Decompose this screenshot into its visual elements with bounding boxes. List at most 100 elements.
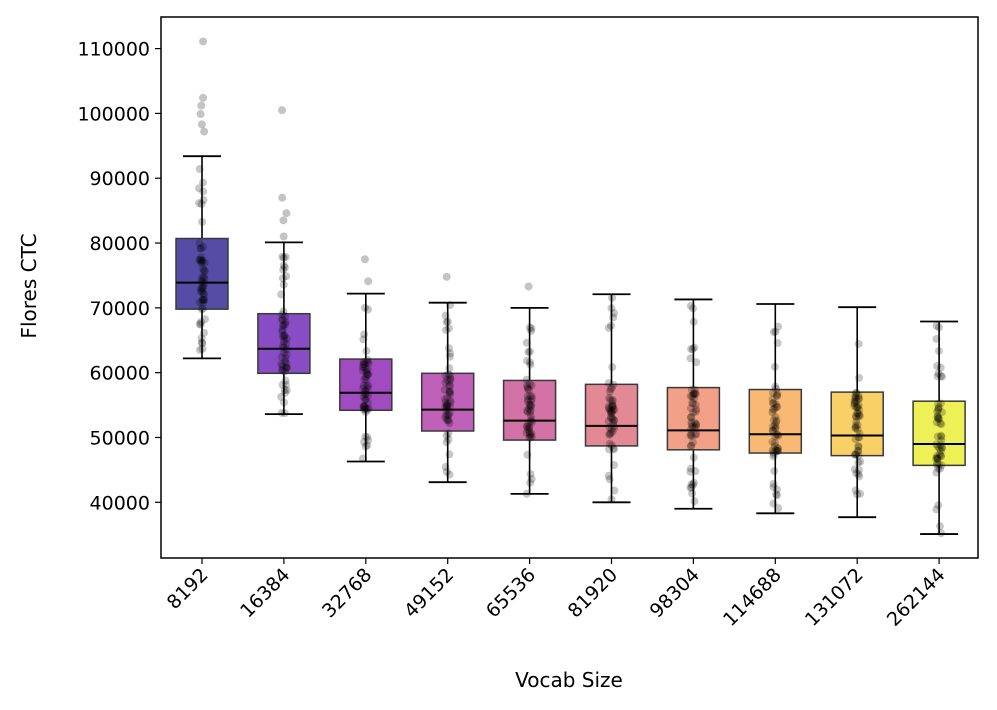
data-point	[855, 405, 864, 414]
data-point	[359, 405, 368, 414]
data-point	[609, 405, 618, 414]
data-point	[850, 450, 859, 459]
data-point	[278, 365, 287, 374]
data-point	[359, 335, 368, 344]
data-point	[935, 323, 944, 332]
outlier-point	[360, 255, 369, 264]
data-point	[933, 432, 942, 441]
data-point	[197, 305, 206, 314]
data-point	[361, 358, 370, 367]
data-point	[198, 273, 207, 282]
data-point	[360, 438, 369, 447]
data-point	[360, 363, 369, 372]
data-point	[278, 252, 287, 261]
data-point	[523, 385, 532, 394]
data-point	[772, 485, 781, 494]
data-point	[604, 323, 613, 332]
data-point	[854, 470, 863, 479]
data-point	[280, 331, 289, 340]
data-point	[527, 429, 536, 438]
data-point	[442, 326, 451, 335]
data-point	[853, 490, 862, 499]
data-point	[853, 403, 862, 412]
data-point	[196, 284, 205, 293]
data-point	[196, 320, 205, 329]
data-point	[933, 454, 942, 463]
data-point	[527, 397, 536, 406]
data-point	[934, 414, 943, 423]
data-point	[852, 403, 861, 412]
data-point	[527, 432, 536, 441]
data-point	[444, 416, 453, 425]
data-point	[610, 486, 619, 495]
data-point	[604, 378, 613, 387]
data-point	[772, 384, 781, 393]
data-point	[198, 344, 207, 353]
data-point	[608, 414, 617, 423]
data-point	[691, 400, 700, 409]
data-point	[772, 391, 781, 400]
data-point	[278, 361, 287, 370]
data-point	[609, 416, 618, 425]
data-point	[196, 244, 205, 253]
data-point	[605, 430, 614, 439]
data-point	[607, 304, 616, 313]
data-point	[526, 470, 535, 479]
data-point	[937, 431, 946, 440]
data-point	[358, 454, 367, 463]
data-point	[605, 439, 614, 448]
data-point	[773, 389, 782, 398]
data-point	[605, 429, 614, 438]
data-point	[690, 385, 699, 394]
data-point	[854, 451, 863, 460]
data-point	[364, 370, 373, 379]
data-point	[280, 334, 289, 343]
box	[175, 237, 229, 310]
data-point	[687, 483, 696, 492]
data-point	[854, 394, 863, 403]
data-point	[359, 401, 368, 410]
data-point	[932, 468, 941, 477]
data-point	[282, 363, 291, 372]
data-point	[850, 396, 859, 405]
data-point	[689, 389, 698, 398]
data-point	[937, 408, 946, 417]
data-point	[607, 495, 616, 504]
data-point	[525, 401, 534, 410]
data-point	[278, 380, 287, 389]
data-point	[770, 421, 779, 430]
data-point	[853, 409, 862, 418]
data-point	[773, 444, 782, 453]
data-point	[444, 344, 453, 353]
data-point	[363, 405, 372, 414]
data-point	[769, 398, 778, 407]
data-point	[363, 441, 372, 450]
data-point	[688, 489, 697, 498]
data-point	[443, 317, 452, 326]
data-point	[277, 290, 286, 299]
box	[339, 358, 393, 412]
data-point	[441, 311, 450, 320]
data-point	[606, 406, 615, 415]
data-point	[195, 319, 204, 328]
data-point	[937, 446, 946, 455]
data-point	[525, 380, 534, 389]
data-point	[935, 450, 944, 459]
data-point	[525, 433, 534, 442]
data-point	[934, 460, 943, 469]
data-point	[772, 416, 781, 425]
data-point	[937, 432, 946, 441]
data-point	[280, 357, 289, 366]
data-point	[850, 398, 859, 407]
data-point	[442, 401, 451, 410]
data-point	[606, 429, 615, 438]
data-point	[690, 418, 699, 427]
data-point	[442, 404, 451, 413]
data-point	[445, 450, 454, 459]
data-point	[525, 422, 534, 431]
data-point	[200, 258, 209, 267]
data-point	[280, 263, 289, 272]
data-point	[607, 413, 616, 422]
plot-area	[175, 37, 966, 538]
data-point	[523, 397, 532, 406]
